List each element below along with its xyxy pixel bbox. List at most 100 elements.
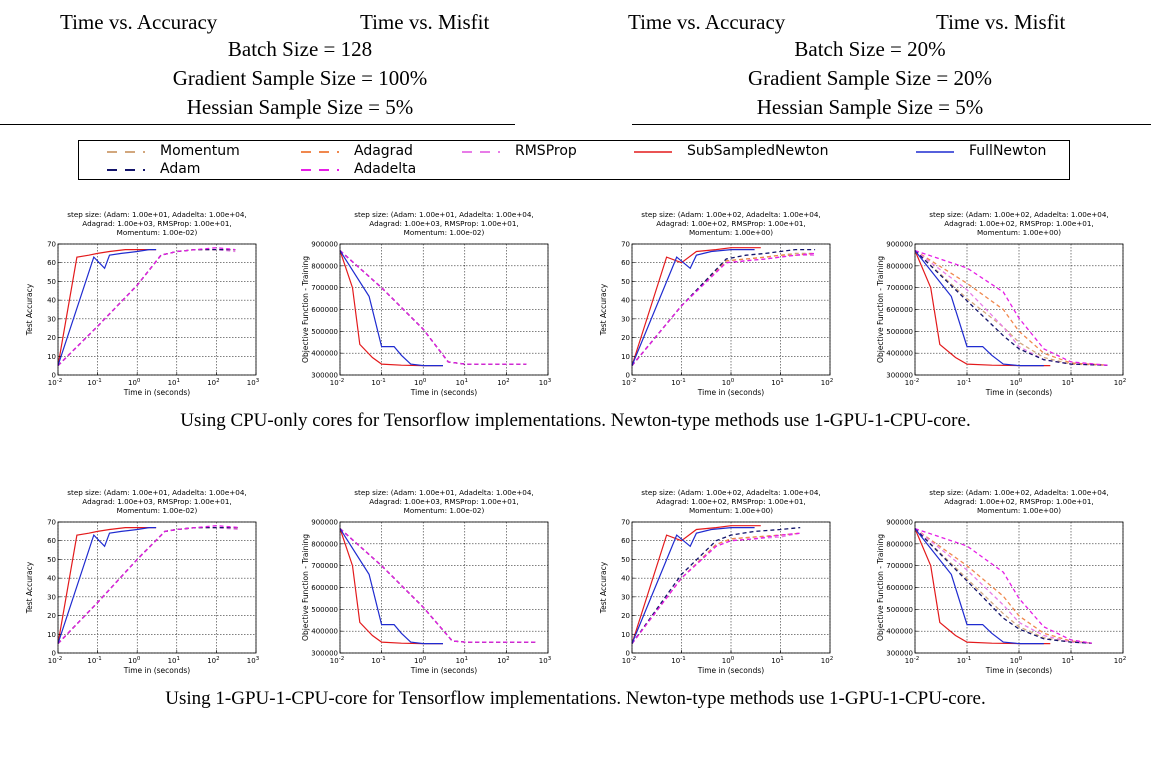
series-line-fullnewton [57,526,157,644]
chart-title-line: Momentum: 1.00e-02) [404,228,485,237]
y-tick-label: 10 [621,353,630,361]
y-tick-label: 600000 [886,584,913,592]
chart-title-line: Adagrad: 1.00e+02, RMSProp: 1.00e+01, [656,219,805,228]
x-tick-label: 10-1 [671,378,685,387]
series-line-fullnewton [914,250,1044,367]
y-tick-label: 10 [47,631,56,639]
x-tick-label: 102 [207,656,219,665]
chart-r2c3: step size: (Adam: 1.00e+02, Adadelta: 1.… [599,488,833,675]
y-tick-label: 500000 [311,606,338,614]
series-line-adadelta [57,525,241,645]
x-tick-label: 101 [456,656,468,665]
series-line-momentum [914,250,1108,366]
y-tick-label: 60 [621,537,630,545]
y-tick-label: 0 [52,650,56,658]
series-line-subsamplednewton [57,248,157,366]
header-batch-size: Batch Size = 128 [227,37,373,61]
y-tick-label: 300000 [311,650,338,658]
chart-title-line: Momentum: 1.00e+00) [977,506,1061,515]
chart-title-line: step size: (Adam: 1.00e+01, Adadelta: 1.… [354,488,533,497]
header-gradient-sample-size: Gradient Sample Size = 100% [172,66,428,90]
legend-swatch [107,169,145,171]
chart-r1c4: step size: (Adam: 1.00e+02, Adadelta: 1.… [876,210,1126,397]
y-tick-label: 70 [621,519,630,527]
x-tick-label: 102 [821,378,833,387]
series-line-adam [57,248,236,367]
caption-row-1: Using CPU-only cores for Tensorflow impl… [180,410,971,431]
series-line-adagrad [914,528,1092,644]
chart-title-line: step size: (Adam: 1.00e+01, Adadelta: 1.… [67,488,246,497]
series-line-adadelta [631,252,816,367]
y-tick-label: 50 [621,556,630,564]
legend-label: Adam [160,161,201,177]
y-tick-label: 40 [621,575,630,583]
chart-title-line: Adagrad: 1.00e+03, RMSProp: 1.00e+01, [82,219,231,228]
series-line-rmsprop [631,532,801,644]
legend-label: FullNewton [969,143,1047,159]
header-rule-right [632,124,1151,125]
y-tick-label: 30 [621,315,630,323]
chart-title-line: Momentum: 1.00e+00) [689,506,773,515]
x-tick-label: 102 [1114,378,1126,387]
y-axis-label: Test Accuracy [599,283,608,336]
y-tick-label: 0 [52,372,56,380]
plot-frame [57,521,257,654]
y-axis-label: Objective Function - Training [876,256,885,363]
series-line-adagrad [57,248,236,367]
x-tick-label: 10-1 [371,656,385,665]
legend: Momentum Adagrad RMSProp SubSampledNewto… [78,140,1070,180]
y-axis-label: Test Accuracy [25,561,34,614]
y-tick-label: 700000 [886,562,913,570]
chart-title-line: Adagrad: 1.00e+02, RMSProp: 1.00e+01, [656,497,805,506]
chart-title-line: Adagrad: 1.00e+03, RMSProp: 1.00e+01, [82,497,231,506]
x-tick-label: 103 [539,378,552,387]
series-line-adadelta [914,249,1108,366]
series-line-fullnewton [631,526,755,644]
y-tick-label: 50 [47,556,56,564]
y-tick-label: 800000 [311,262,338,270]
legend-label: Adadelta [354,161,417,177]
y-tick-label: 800000 [311,540,338,548]
series-line-adadelta [631,532,801,644]
chart-title-line: Adagrad: 1.00e+03, RMSProp: 1.00e+01, [369,497,518,506]
x-tick-label: 10-1 [957,378,971,387]
series-line-subsamplednewton [914,250,1051,367]
header-col-time-vs-accuracy: Time vs. Accuracy [60,10,218,34]
x-tick-label: 102 [821,656,833,665]
x-tick-label: 10-2 [905,378,919,387]
x-tick-label: 100 [128,656,141,665]
x-tick-label: 103 [247,656,260,665]
x-tick-label: 101 [1062,656,1074,665]
legend-swatch [301,169,339,171]
series-line-rmsprop [339,250,527,365]
caption-row-2: Using 1-GPU-1-CPU-core for Tensorflow im… [165,688,986,709]
chart-r2c4: step size: (Adam: 1.00e+02, Adadelta: 1.… [876,488,1126,675]
legend-swatch [462,151,500,153]
series-line-adam [631,526,801,644]
series-line-adam [339,250,527,365]
y-tick-label: 600000 [886,306,913,314]
chart-r2c2: step size: (Adam: 1.00e+01, Adadelta: 1.… [301,488,552,675]
chart-title-line: Adagrad: 1.00e+02, RMSProp: 1.00e+01, [944,219,1093,228]
x-tick-label: 10-2 [622,656,636,665]
legend-label: SubSampledNewton [687,143,829,159]
plot-frame [57,243,257,376]
series-line-adagrad [914,250,1108,366]
x-tick-label: 101 [771,378,783,387]
series-line-fullnewton [914,528,1044,645]
y-tick-label: 900000 [886,241,913,249]
header-hessian-sample-size: Hessian Sample Size = 5% [186,95,414,119]
y-tick-label: 70 [47,241,56,249]
header-gradient-sample-size: Gradient Sample Size = 20% [748,66,992,90]
series-line-adadelta [914,527,1092,644]
header-col-time-vs-accuracy: Time vs. Accuracy [628,10,786,34]
legend-label: RMSProp [515,143,577,159]
x-tick-label: 10-1 [87,656,101,665]
series-line-rmsprop [57,526,241,645]
y-tick-label: 700000 [886,284,913,292]
chart-title-line: Momentum: 1.00e-02) [404,506,485,515]
y-tick-label: 70 [621,241,630,249]
series-line-momentum [339,250,527,365]
x-axis-label: Time in (seconds) [410,666,478,675]
y-tick-label: 400000 [311,350,338,358]
